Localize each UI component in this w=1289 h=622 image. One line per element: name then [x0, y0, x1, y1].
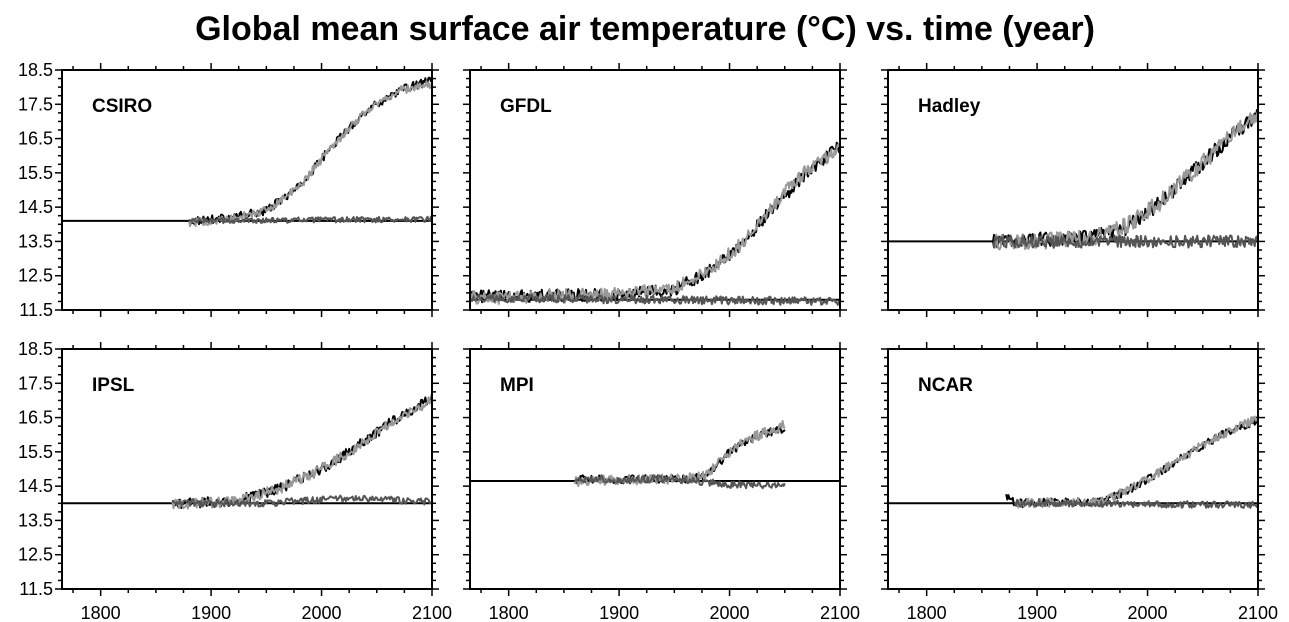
- y-tick-label: 11.5: [19, 300, 53, 320]
- series-line-2: [573, 419, 786, 487]
- x-tick-label: 2100: [820, 603, 860, 622]
- panel-mpi: 1800 1900 2000 2100 MPI: [463, 342, 860, 622]
- panel-ipsl: 11.5 12.5 13.5 14.5 15.5 16.5 17.5 18.5 1800 1900…: [18, 339, 452, 622]
- x-tick-label: 2100: [412, 603, 452, 622]
- series-line-1: [188, 76, 433, 226]
- series-line-1: [469, 141, 841, 304]
- y-tick-label: 17.5: [18, 373, 53, 393]
- series-line-2: [188, 80, 433, 228]
- series-line-2: [992, 111, 1259, 251]
- series-line-3: [1014, 498, 1259, 509]
- series-line-1: [1005, 416, 1259, 509]
- y-tick-label: 12.5: [18, 545, 53, 565]
- y-tick-label: 18.5: [18, 339, 53, 359]
- y-tick-label: 13.5: [18, 510, 53, 530]
- y-tick-label: 15.5: [18, 442, 53, 462]
- panel-label: Hadley: [918, 96, 981, 117]
- y-tick-label: 12.5: [18, 266, 53, 286]
- panel-label: GFDL: [500, 96, 552, 117]
- series-line-2: [171, 395, 433, 510]
- y-tick-label: 15.5: [18, 163, 53, 183]
- series-line-3: [188, 215, 433, 225]
- panel-ncar: 1800 1900 2000 2100 NCAR: [881, 342, 1278, 622]
- series-line-3: [469, 293, 841, 306]
- panels-container: 11.5 12.5 13.5 14.5 15.5 16.5 17.5 18.5 CSIRO GFD…: [18, 60, 1278, 622]
- panel-gfdl: GFDL: [463, 63, 847, 317]
- x-tick-label: 1800: [81, 603, 121, 622]
- panel-csiro: 11.5 12.5 13.5 14.5 15.5 16.5 17.5 18.5 CSIRO: [18, 60, 439, 320]
- series-line-2: [1014, 415, 1259, 509]
- y-tick-label: 13.5: [18, 231, 53, 251]
- panel-label: IPSL: [92, 375, 135, 396]
- y-tick-label: 11.5: [19, 579, 53, 599]
- panel-label: NCAR: [918, 375, 973, 396]
- x-tick-label: 2000: [302, 603, 342, 622]
- y-tick-label: 14.5: [18, 476, 53, 496]
- y-tick-label: 16.5: [18, 408, 53, 428]
- x-tick-label: 1800: [907, 603, 947, 622]
- panel-hadley: Hadley: [881, 63, 1265, 317]
- series-line-1: [171, 393, 433, 509]
- panel-label: CSIRO: [92, 96, 152, 117]
- x-tick-label: 1800: [489, 603, 529, 622]
- x-tick-label: 1900: [191, 603, 231, 622]
- y-tick-label: 17.5: [18, 94, 53, 114]
- x-tick-label: 2100: [1238, 603, 1278, 622]
- series-line-3: [171, 494, 433, 508]
- series-line-3: [991, 234, 1259, 249]
- panel-label: MPI: [500, 375, 534, 396]
- series-line-3: [574, 474, 786, 490]
- y-tick-label: 14.5: [18, 197, 53, 217]
- y-tick-label: 16.5: [18, 129, 53, 149]
- series-line-1: [574, 424, 786, 485]
- x-tick-label: 2000: [710, 603, 750, 622]
- x-tick-label: 2000: [1128, 603, 1168, 622]
- y-tick-label: 18.5: [18, 60, 53, 80]
- chart-title: Global mean surface air temperature (°C)…: [195, 10, 1095, 48]
- x-tick-label: 1900: [599, 603, 639, 622]
- x-tick-label: 1900: [1017, 603, 1057, 622]
- series-line-2: [469, 143, 841, 305]
